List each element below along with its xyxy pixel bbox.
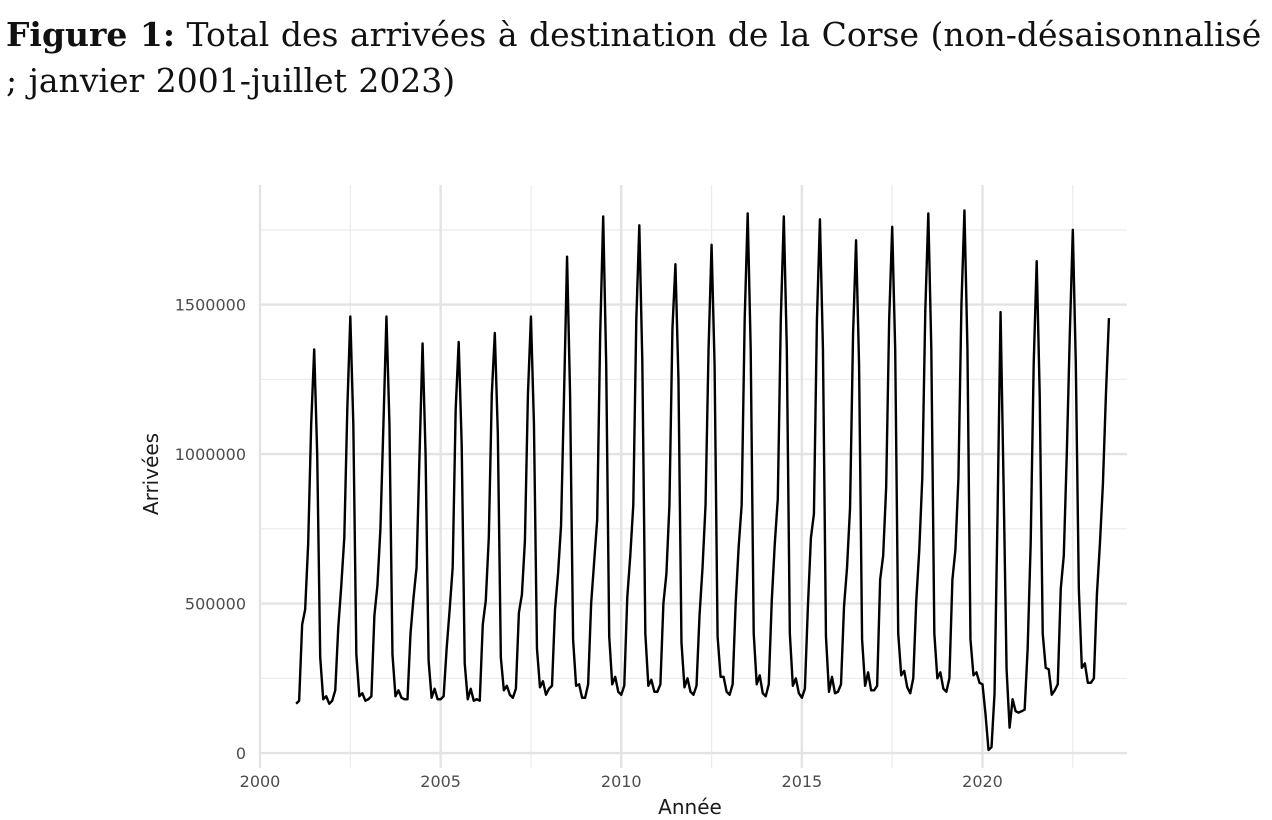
y-tick-label: 0 xyxy=(236,744,246,763)
x-tick-label: 2000 xyxy=(240,772,281,791)
series-line xyxy=(295,209,1111,752)
y-axis-title: Arrivées xyxy=(139,433,163,515)
x-tick-label: 2010 xyxy=(601,772,642,791)
major-gridlines xyxy=(258,185,1127,768)
x-axis-ticks: 2000 2005 2010 2015 2020 xyxy=(240,772,1003,791)
figure-title: Total des arrivées à destination de la C… xyxy=(6,15,1262,100)
x-tick-label: 2005 xyxy=(420,772,461,791)
x-tick-label: 2020 xyxy=(962,772,1003,791)
y-tick-label: 1000000 xyxy=(175,445,246,464)
y-axis-ticks: 0 500000 1000000 1500000 xyxy=(175,296,246,763)
figure-label: Figure 1: xyxy=(6,15,176,54)
figure-caption: Figure 1: Total des arrivées à destinati… xyxy=(6,12,1268,104)
y-tick-label: 500000 xyxy=(185,595,246,614)
x-axis-title: Année xyxy=(658,795,722,819)
data-series xyxy=(295,209,1111,752)
y-tick-label: 1500000 xyxy=(175,296,246,315)
x-tick-label: 2015 xyxy=(782,772,823,791)
